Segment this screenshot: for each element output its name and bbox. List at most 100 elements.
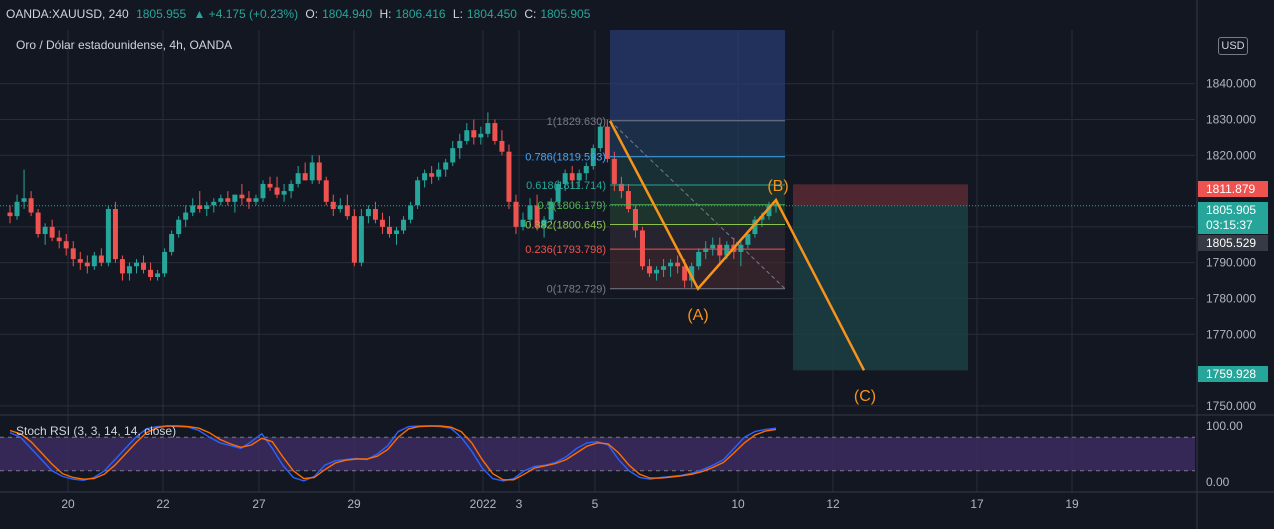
candle-body bbox=[562, 173, 568, 184]
fibonacci-retracement[interactable]: 1(1829.630) 0.786(1819.593) 0.618(1811.714… bbox=[525, 116, 786, 296]
time-tick-label: 19 bbox=[1065, 497, 1079, 511]
time-tick-label: 27 bbox=[252, 497, 266, 511]
bar-countdown: 03:15:37 bbox=[1206, 218, 1253, 232]
fib-zone bbox=[610, 120, 785, 157]
high-value: 1806.416 bbox=[395, 7, 446, 21]
candle-body bbox=[513, 201, 519, 227]
candle-body bbox=[126, 266, 132, 274]
candle-body bbox=[597, 126, 603, 149]
candle-body bbox=[682, 266, 688, 281]
candle-body bbox=[155, 273, 161, 277]
candle-body bbox=[450, 148, 456, 163]
candle-body bbox=[738, 244, 744, 252]
candle-body bbox=[464, 130, 470, 141]
stoch-rsi-title[interactable]: Stoch RSI (3, 3, 14, 14, close) bbox=[16, 424, 177, 438]
candle-body bbox=[98, 255, 104, 263]
candle-body bbox=[401, 219, 407, 231]
candle-body bbox=[569, 173, 575, 181]
candle-body bbox=[576, 173, 582, 181]
grid bbox=[0, 30, 1195, 492]
candle-body bbox=[471, 130, 477, 138]
candle-body bbox=[379, 219, 385, 227]
candle-body bbox=[56, 237, 62, 242]
candle-body bbox=[689, 266, 695, 281]
candle-body bbox=[647, 266, 653, 274]
candle-body bbox=[35, 212, 41, 235]
fib-level-label: 0.786(1819.593) bbox=[525, 152, 606, 164]
time-tick-label: 12 bbox=[826, 497, 840, 511]
candle-body bbox=[499, 140, 505, 152]
candle-body bbox=[84, 262, 90, 267]
price-change: ▲ +4.175 (+0.23%) bbox=[193, 7, 299, 21]
candle-body bbox=[246, 198, 252, 202]
candle-body bbox=[7, 212, 13, 217]
wave-label: (C) bbox=[854, 388, 876, 405]
open-value: 1804.940 bbox=[322, 7, 373, 21]
fib-level-label: 0.236(1793.798) bbox=[525, 244, 606, 256]
candle-body bbox=[267, 183, 273, 188]
candle-body bbox=[148, 269, 154, 277]
rsi-tick-label: 0.00 bbox=[1206, 475, 1230, 489]
candle-body bbox=[541, 219, 547, 227]
fib-trend-line bbox=[609, 120, 786, 290]
price-tick-label: 1770.000 bbox=[1206, 327, 1256, 341]
open-label: O: bbox=[305, 7, 319, 21]
candle-body bbox=[548, 201, 554, 220]
candle-body bbox=[218, 198, 224, 202]
stoch-rsi-pane: 100.00 0.00 bbox=[0, 419, 1243, 489]
candle-body bbox=[70, 248, 76, 260]
fib-zone bbox=[610, 204, 785, 225]
candle-body bbox=[162, 251, 168, 274]
last-price: 1805.955 bbox=[136, 7, 187, 21]
candle-body bbox=[429, 173, 435, 177]
candle-body bbox=[675, 262, 681, 267]
wave-lines[interactable]: (A) (B) (C) bbox=[608, 120, 876, 405]
candle-body bbox=[365, 208, 371, 217]
candle-body bbox=[183, 212, 189, 220]
price-tick-label: 1820.000 bbox=[1206, 148, 1256, 162]
price-tick-label: 1780.000 bbox=[1206, 291, 1256, 305]
symbol-label[interactable]: OANDA:XAUUSD, 240 bbox=[6, 7, 129, 21]
candle-body bbox=[422, 173, 428, 181]
candle-body bbox=[555, 183, 561, 202]
candle-body bbox=[351, 216, 357, 263]
candle-body bbox=[534, 205, 540, 227]
candle-body bbox=[625, 191, 631, 209]
candle-body bbox=[696, 251, 702, 267]
fib-zone bbox=[610, 156, 785, 185]
stop-price-tag: 1811.879 bbox=[1198, 181, 1268, 197]
candle-body bbox=[211, 201, 217, 206]
last-price-tag: 1805.905 03:15:37 bbox=[1198, 202, 1268, 234]
close-value: 1805.905 bbox=[540, 7, 591, 21]
candle-body bbox=[583, 166, 589, 174]
candle-body bbox=[49, 226, 55, 238]
candle-body bbox=[316, 162, 322, 181]
wave-path bbox=[608, 120, 866, 371]
candle-body bbox=[611, 158, 617, 184]
candle-body bbox=[197, 205, 203, 209]
time-tick-label: 17 bbox=[970, 497, 984, 511]
candle-body bbox=[133, 262, 139, 267]
target-price-tag: 1759.928 bbox=[1198, 366, 1268, 382]
candle-body bbox=[661, 266, 667, 270]
currency-badge[interactable]: USD bbox=[1218, 37, 1248, 55]
candle-body bbox=[415, 180, 421, 206]
time-tick-label: 3 bbox=[516, 497, 523, 511]
fib-level-label: 0.382(1800.645) bbox=[525, 220, 606, 232]
candle-body bbox=[506, 151, 512, 202]
wave-label: (A) bbox=[687, 307, 708, 324]
candle-body bbox=[668, 262, 674, 267]
fib-level-label: 0.618(1811.714) bbox=[526, 180, 606, 192]
candle-body bbox=[372, 208, 378, 220]
candle-body bbox=[654, 269, 660, 274]
symbol-header: OANDA:XAUUSD, 240 1805.955 ▲ +4.175 (+0.… bbox=[0, 0, 1274, 28]
candle-body bbox=[337, 205, 343, 209]
candle-body bbox=[408, 205, 414, 220]
candle-body bbox=[478, 133, 484, 138]
stop-loss-zone bbox=[793, 184, 968, 206]
candle-body bbox=[492, 123, 498, 141]
candle-body bbox=[457, 140, 463, 149]
fib-level-label: 0(1782.729) bbox=[547, 284, 606, 296]
